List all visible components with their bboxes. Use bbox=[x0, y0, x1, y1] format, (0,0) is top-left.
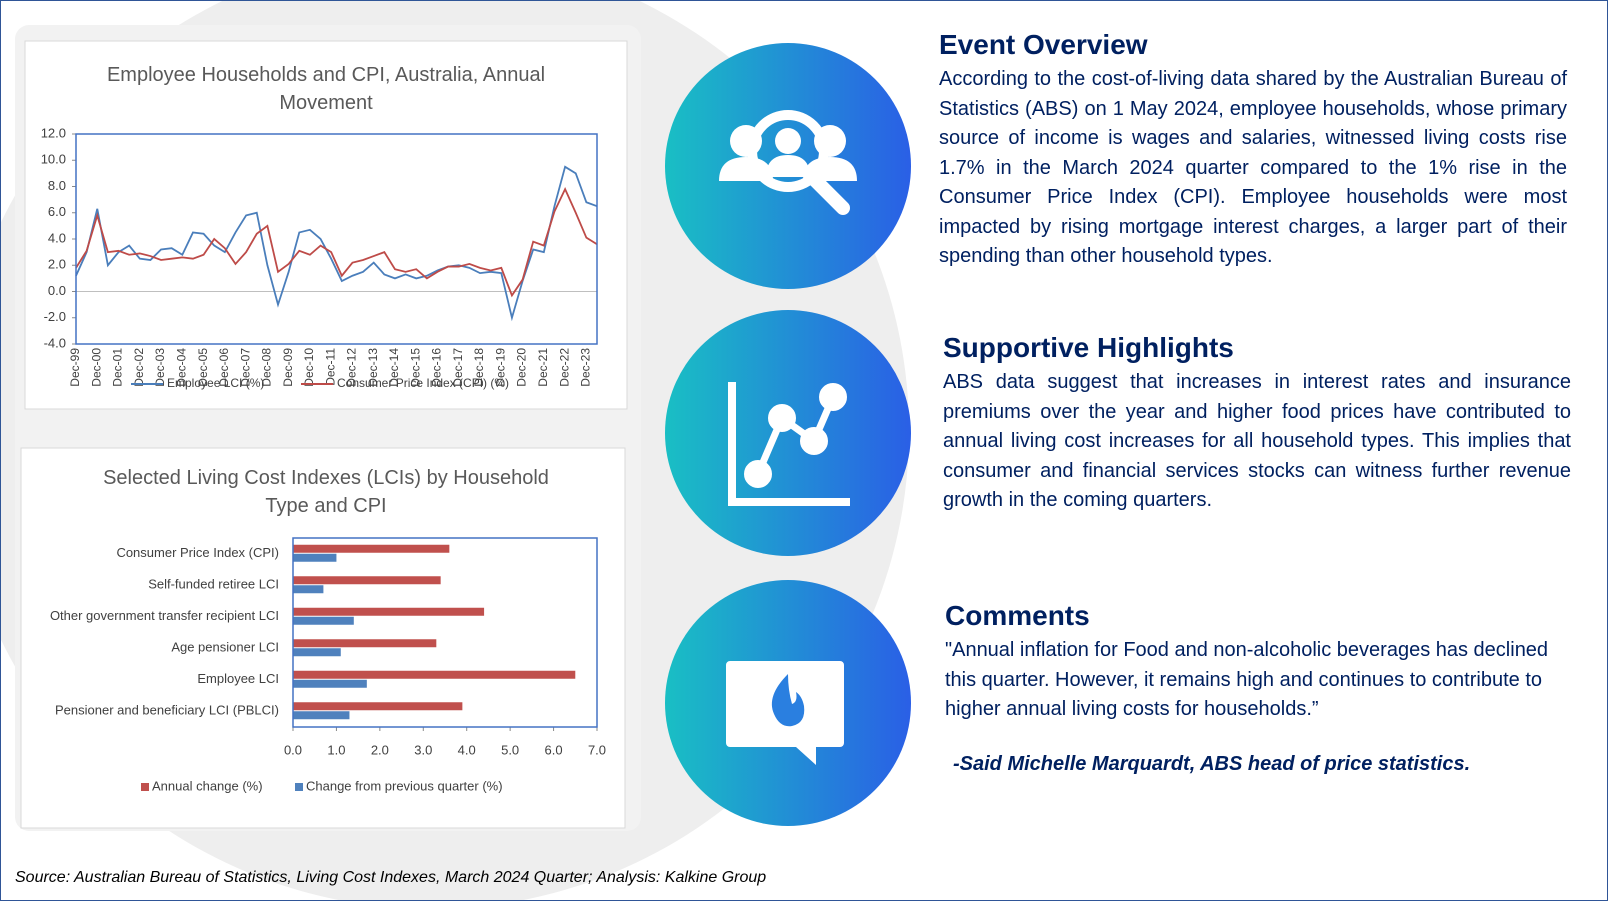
x-tick-label: 3.0 bbox=[414, 742, 432, 757]
y-tick-label: 8.0 bbox=[48, 178, 66, 193]
x-tick-label: Dec-22 bbox=[557, 348, 571, 387]
x-tick-label: 4.0 bbox=[458, 742, 476, 757]
y-tick-label: 4.0 bbox=[48, 230, 66, 245]
bar bbox=[293, 679, 367, 688]
y-tick-label: Pensioner and beneficiary LCI (PBLCI) bbox=[55, 703, 279, 718]
x-tick-label: Dec-10 bbox=[302, 348, 316, 387]
bar bbox=[293, 576, 441, 585]
y-tick-label: 6.0 bbox=[48, 204, 66, 219]
x-tick-label: Dec-21 bbox=[536, 348, 550, 387]
legend-label: Employee LCI (%) bbox=[167, 376, 264, 390]
bar bbox=[293, 670, 576, 679]
x-tick-label: 0.0 bbox=[284, 742, 302, 757]
y-tick-label: 12.0 bbox=[41, 125, 66, 140]
y-tick-label: -4.0 bbox=[44, 335, 66, 350]
x-tick-label: Dec-08 bbox=[260, 348, 274, 387]
x-tick-label: 5.0 bbox=[501, 742, 519, 757]
comments: Comments "Annual inflation for Food and … bbox=[945, 600, 1573, 776]
x-tick-label: Dec-05 bbox=[196, 348, 210, 387]
legend-label: Consumer Price Index (CPI) (%) bbox=[337, 376, 509, 390]
y-tick-label: Employee LCI bbox=[197, 671, 279, 686]
x-tick-label: Dec-11 bbox=[323, 348, 337, 386]
charts: -4.0 -2.0 0.0 2.0 4.0 6.0 8.0 10.0 12.0 Dec-99 Dec… bbox=[41, 125, 606, 793]
x-tick-label: Dec-12 bbox=[345, 348, 359, 387]
people-search-icon bbox=[719, 110, 857, 215]
bar bbox=[293, 553, 337, 562]
plot-border bbox=[292, 537, 598, 728]
plot-border bbox=[75, 133, 598, 345]
x-tick-label: 1.0 bbox=[327, 742, 345, 757]
quote-attribution: -Said Michelle Marquardt, ABS head of pr… bbox=[953, 752, 1471, 775]
x-tick-label: Dec-03 bbox=[153, 348, 167, 387]
bar bbox=[293, 585, 324, 594]
y-tick-label: Other government transfer recipient LCI bbox=[50, 608, 279, 623]
x-tick-label: 6.0 bbox=[545, 742, 563, 757]
x-tick-label: Dec-04 bbox=[174, 348, 188, 387]
legend-swatch bbox=[141, 783, 149, 791]
y-tick-label: Age pensioner LCI bbox=[171, 640, 279, 655]
section-heading: Supportive Highlights bbox=[943, 332, 1234, 363]
comment-icon bbox=[726, 661, 844, 765]
x-tick-label: Dec-17 bbox=[451, 348, 465, 387]
section-body: According to the cost-of-living data sha… bbox=[939, 68, 1567, 267]
y-tick-label: 10.0 bbox=[41, 152, 66, 167]
x-tick-label: 2.0 bbox=[371, 742, 389, 757]
x-tick-label: Dec-20 bbox=[515, 348, 529, 387]
x-tick-label: Dec-16 bbox=[430, 348, 444, 387]
event-overview: Event Overview According to the cost-of-… bbox=[939, 29, 1567, 272]
x-tick-label: Dec-99 bbox=[68, 348, 82, 387]
x-tick-label: 7.0 bbox=[588, 742, 606, 757]
section-heading: Comments bbox=[945, 600, 1090, 631]
legend-label: Annual change (%) bbox=[152, 778, 263, 793]
x-tick-label: Dec-15 bbox=[408, 348, 422, 387]
bar bbox=[293, 616, 354, 625]
y-tick-label: 2.0 bbox=[48, 257, 66, 272]
line-series bbox=[75, 186, 598, 298]
bar bbox=[293, 648, 341, 657]
bar bbox=[293, 544, 450, 553]
bar bbox=[293, 711, 350, 720]
x-tick-label: Dec-06 bbox=[217, 348, 231, 387]
supportive-highlights: Supportive Highlights ABS data suggest t… bbox=[943, 332, 1571, 516]
x-tick-label: Dec-02 bbox=[132, 348, 146, 387]
chart-title: Employee Households and CPI, Australia, … bbox=[106, 64, 546, 114]
chart-title: Selected Living Cost Indexes (LCIs) by H… bbox=[103, 467, 549, 517]
chart-box bbox=[24, 40, 628, 410]
bar bbox=[293, 702, 463, 711]
line-series bbox=[75, 165, 598, 322]
x-tick-label: Dec-01 bbox=[111, 348, 125, 387]
y-tick-label: -2.0 bbox=[44, 309, 66, 324]
x-tick-label: Dec-07 bbox=[238, 348, 252, 387]
bar bbox=[293, 607, 485, 616]
x-tick-label: Dec-23 bbox=[579, 348, 593, 387]
y-tick-label: Self-funded retiree LCI bbox=[148, 577, 279, 592]
legend-swatch bbox=[295, 783, 303, 791]
section-heading: Event Overview bbox=[939, 29, 1148, 60]
y-tick-label: 0.0 bbox=[48, 283, 66, 298]
legend-label: Change from previous quarter (%) bbox=[306, 778, 503, 793]
chart-icon bbox=[728, 382, 850, 506]
y-tick-label: Consumer Price Index (CPI) bbox=[116, 545, 279, 560]
x-tick-label: Dec-13 bbox=[366, 348, 380, 387]
x-tick-label: Dec-09 bbox=[281, 348, 295, 387]
source-note: Source: Australian Bureau of Statistics,… bbox=[15, 869, 767, 886]
x-tick-label: Dec-18 bbox=[472, 348, 486, 387]
bar bbox=[293, 639, 437, 648]
x-tick-label: Dec-14 bbox=[387, 348, 401, 387]
chart-box bbox=[20, 447, 626, 829]
x-tick-label: Dec-00 bbox=[89, 348, 103, 387]
x-tick-label: Dec-19 bbox=[493, 348, 507, 387]
icon-circle bbox=[665, 310, 911, 556]
section-body: ABS data suggest that increases in inter… bbox=[943, 371, 1571, 511]
section-body: "Annual inflation for Food and non-alcoh… bbox=[945, 639, 1549, 720]
